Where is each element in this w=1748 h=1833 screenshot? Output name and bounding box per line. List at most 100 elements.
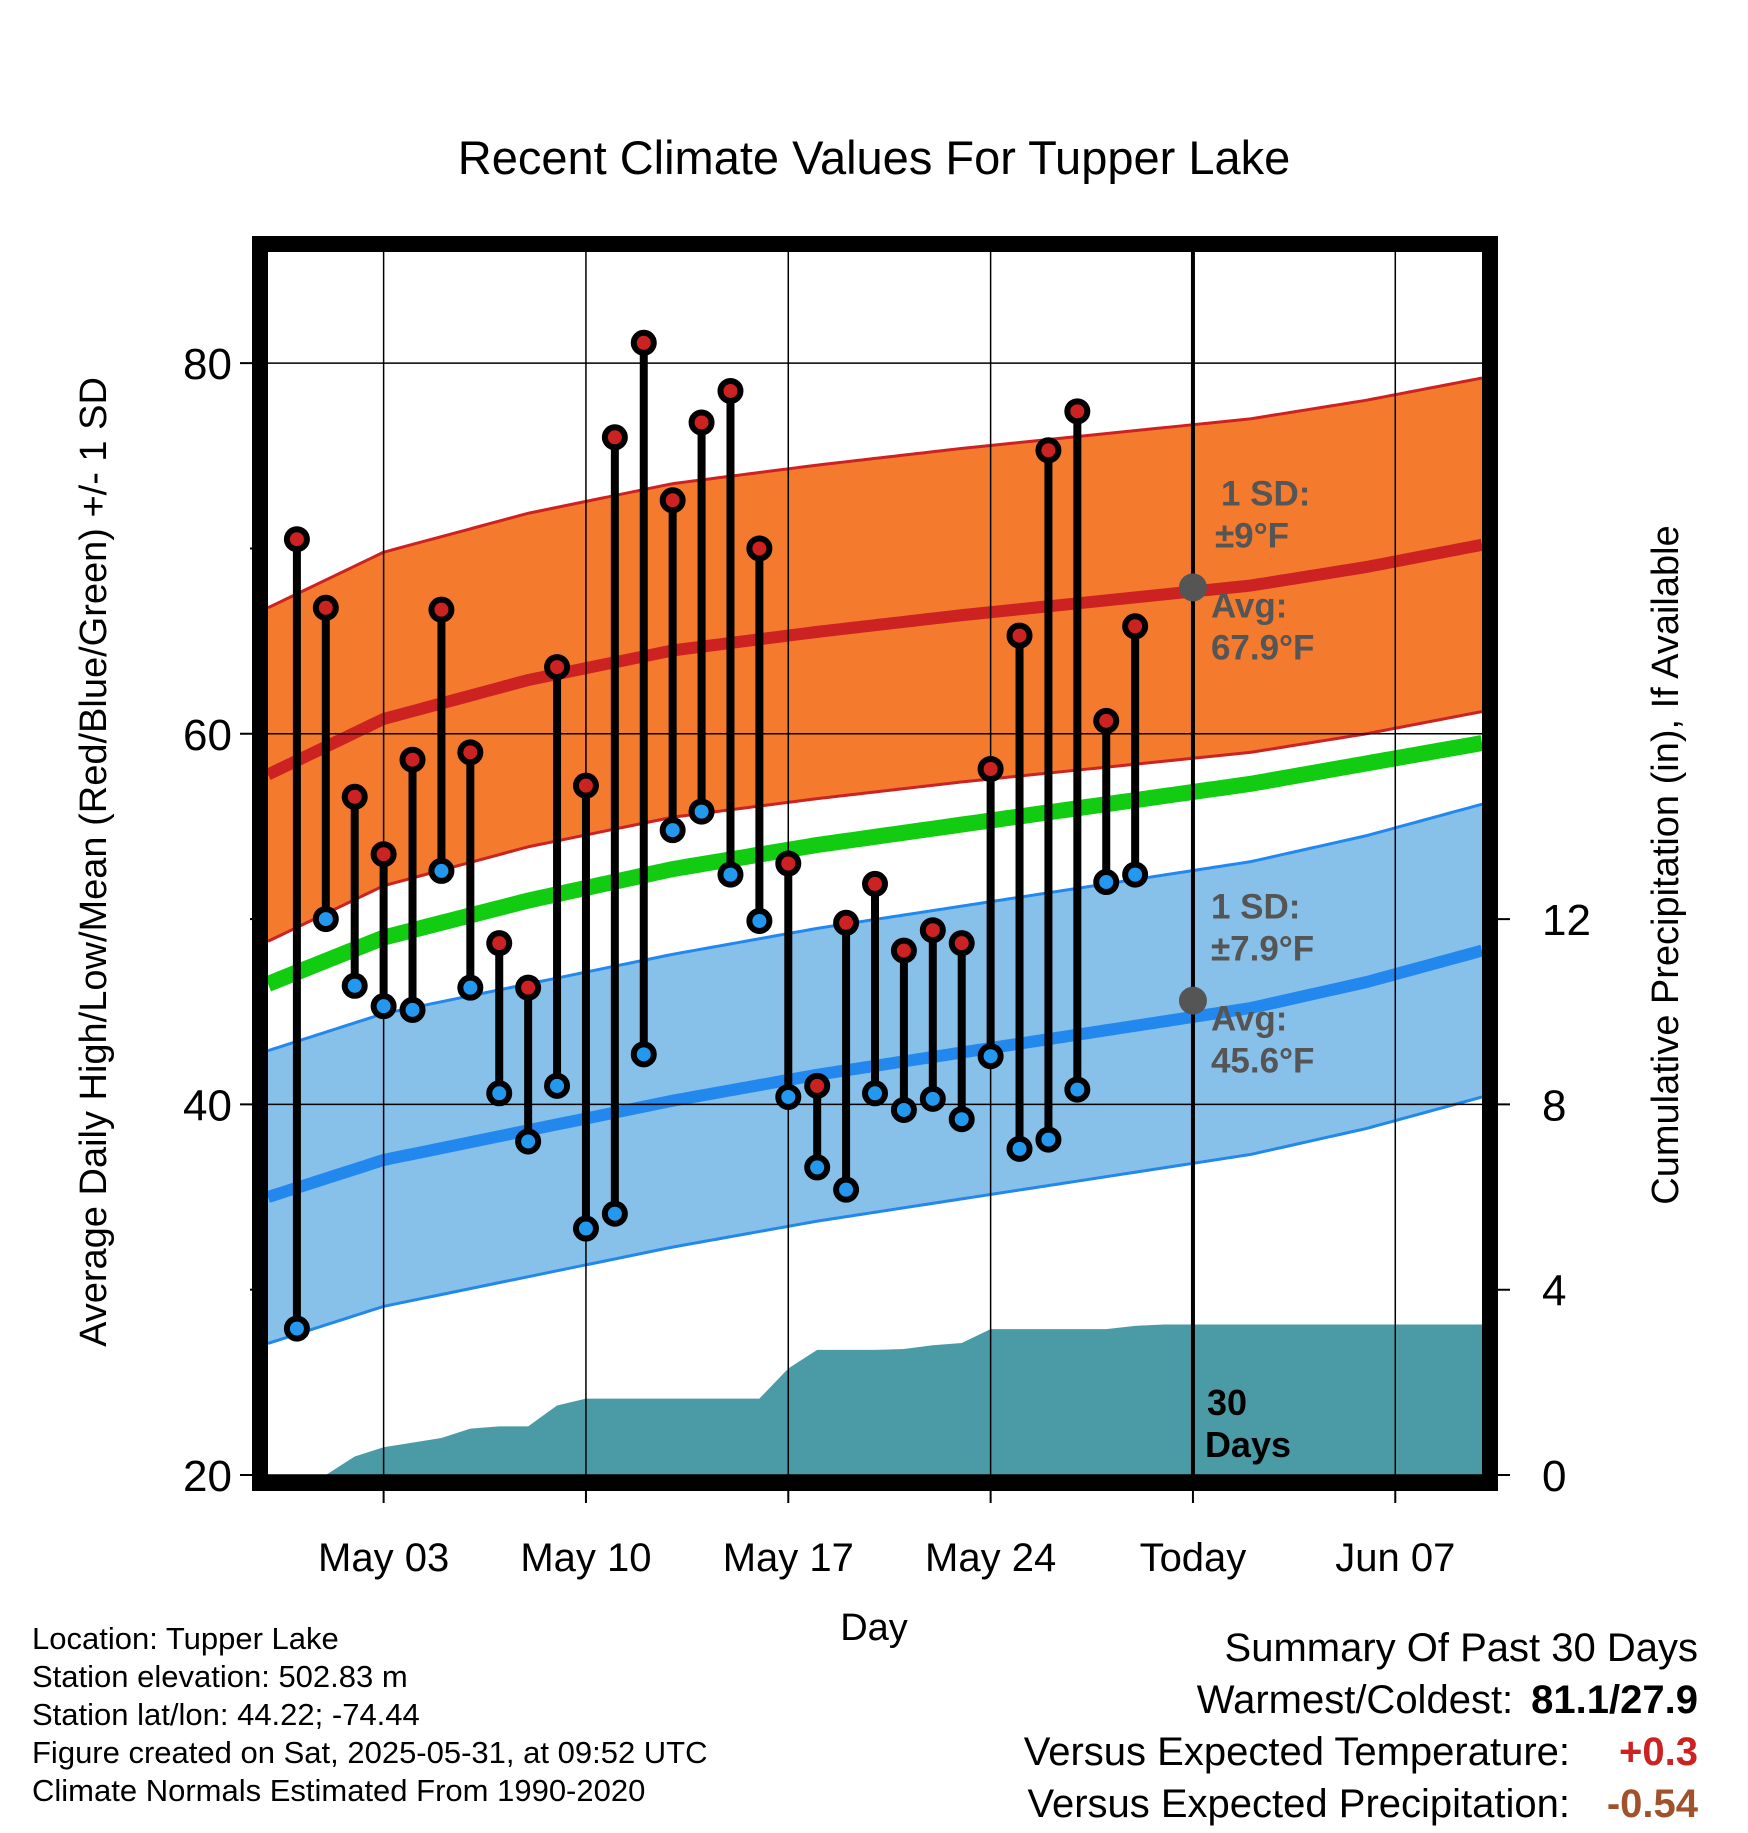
high-point xyxy=(370,841,397,868)
low-point xyxy=(486,1080,513,1107)
station-info: Location: Tupper Lake Station elevation:… xyxy=(32,1620,708,1810)
high-point xyxy=(977,755,1004,782)
low-point xyxy=(283,1315,310,1342)
low-point xyxy=(775,1083,802,1110)
high-point xyxy=(630,329,657,356)
x-tick-label: Today xyxy=(1140,1536,1247,1580)
warm-cold-value: 81.1/27.9 xyxy=(1531,1678,1698,1722)
location-text: Location: Tupper Lake xyxy=(32,1621,339,1656)
low-point xyxy=(1006,1135,1033,1162)
y2-tick-label: 0 xyxy=(1542,1452,1566,1501)
high-point xyxy=(283,526,310,553)
high-point xyxy=(428,596,455,623)
low-point xyxy=(1035,1126,1062,1153)
low-point xyxy=(746,907,773,934)
warm-cold-label: Warmest/Coldest: xyxy=(1196,1678,1514,1722)
elevation-text: Station elevation: 502.83 m xyxy=(32,1659,408,1694)
low-point xyxy=(804,1154,831,1181)
high-point xyxy=(919,917,946,944)
high-band-upper-edge xyxy=(268,376,1482,610)
low-avg-value: 45.6°F xyxy=(1211,1042,1315,1081)
y-tick-label: 20 xyxy=(183,1452,232,1501)
low-point xyxy=(630,1041,657,1068)
high-point xyxy=(1064,398,1091,425)
high-point xyxy=(659,487,686,514)
high-point xyxy=(399,746,426,773)
low-band-lower-edge xyxy=(268,1095,1482,1345)
summary-title: Summary Of Past 30 Days xyxy=(1224,1626,1698,1670)
plot-frame xyxy=(252,236,1498,1491)
high-point xyxy=(544,654,571,681)
y-tick-label: 60 xyxy=(183,711,232,760)
low-point xyxy=(1093,869,1120,896)
normal-high-line xyxy=(268,538,1482,780)
today-high-avg-dot xyxy=(1178,573,1207,602)
low-point xyxy=(515,1128,542,1155)
high-point xyxy=(341,783,368,810)
high-sd-label: 1 SD: xyxy=(1221,474,1310,513)
y2-axis-title: Cumulative Precipitation (in), If Availa… xyxy=(1645,525,1687,1204)
high-point xyxy=(746,535,773,562)
y-tick-label: 80 xyxy=(183,340,232,389)
high-point xyxy=(601,424,628,451)
days-word-label: Days xyxy=(1205,1424,1291,1465)
high-point xyxy=(948,930,975,957)
high-point xyxy=(515,974,542,1001)
low-point xyxy=(399,996,426,1023)
high-point xyxy=(862,870,888,897)
high-point xyxy=(572,772,599,799)
low-point xyxy=(1064,1076,1091,1103)
y-axis-title: Average Daily High/Low/Mean (Red/Blue/Gr… xyxy=(73,377,115,1347)
low-point xyxy=(890,1096,917,1123)
high-point xyxy=(833,909,860,936)
high-point xyxy=(1093,707,1120,734)
low-point xyxy=(341,972,368,999)
summary-precip: Versus Expected Precipitation: -0.54 xyxy=(1024,1778,1698,1830)
low-point xyxy=(833,1176,860,1203)
low-point xyxy=(601,1200,628,1227)
x-tick-label: Jun 07 xyxy=(1335,1536,1455,1580)
low-point xyxy=(428,857,455,884)
low-point xyxy=(688,798,715,825)
high-point xyxy=(717,377,744,404)
x-tick-label: May 03 xyxy=(318,1536,449,1580)
high-point xyxy=(890,937,917,964)
high-point xyxy=(1006,622,1033,649)
y2-tick-label: 12 xyxy=(1542,896,1591,945)
low-point xyxy=(948,1106,975,1133)
temp-value: +0.3 xyxy=(1619,1730,1698,1774)
high-point xyxy=(1035,437,1062,464)
y2-tick-label: 8 xyxy=(1542,1081,1566,1130)
high-avg-value: 67.9°F xyxy=(1211,628,1315,667)
low-point xyxy=(544,1072,571,1099)
low-point xyxy=(572,1215,599,1242)
high-sd-band xyxy=(268,378,1482,942)
temp-label: Versus Expected Temperature: xyxy=(1023,1730,1570,1774)
days-count-label: 30 xyxy=(1207,1382,1247,1423)
low-point xyxy=(717,861,744,888)
normals-text: Climate Normals Estimated From 1990-2020 xyxy=(32,1773,646,1808)
low-sd-value: ±7.9°F xyxy=(1211,930,1314,969)
precip-label: Versus Expected Precipitation: xyxy=(1027,1782,1570,1826)
low-point xyxy=(1122,861,1149,888)
x-tick-label: May 24 xyxy=(925,1536,1056,1580)
x-axis-title: Day xyxy=(840,1607,908,1649)
summary-temp: Versus Expected Temperature: +0.3 xyxy=(1024,1726,1698,1778)
low-avg-label: Avg: xyxy=(1211,1000,1287,1039)
precip-area xyxy=(268,1324,1482,1475)
high-point xyxy=(775,850,802,877)
today-low-avg-dot xyxy=(1178,986,1207,1015)
x-tick-label: May 10 xyxy=(520,1536,651,1580)
low-point xyxy=(977,1043,1004,1070)
high-sd-value: ±9°F xyxy=(1215,516,1289,555)
x-tick-label: May 17 xyxy=(723,1536,854,1580)
high-point xyxy=(486,930,513,957)
low-point xyxy=(312,906,339,933)
precip-value: -0.54 xyxy=(1606,1782,1698,1826)
low-point xyxy=(659,817,686,844)
high-point xyxy=(1122,613,1149,640)
summary-warm-cold: Warmest/Coldest: 81.1/27.9 xyxy=(1024,1674,1698,1726)
y2-tick-label: 4 xyxy=(1542,1267,1566,1316)
